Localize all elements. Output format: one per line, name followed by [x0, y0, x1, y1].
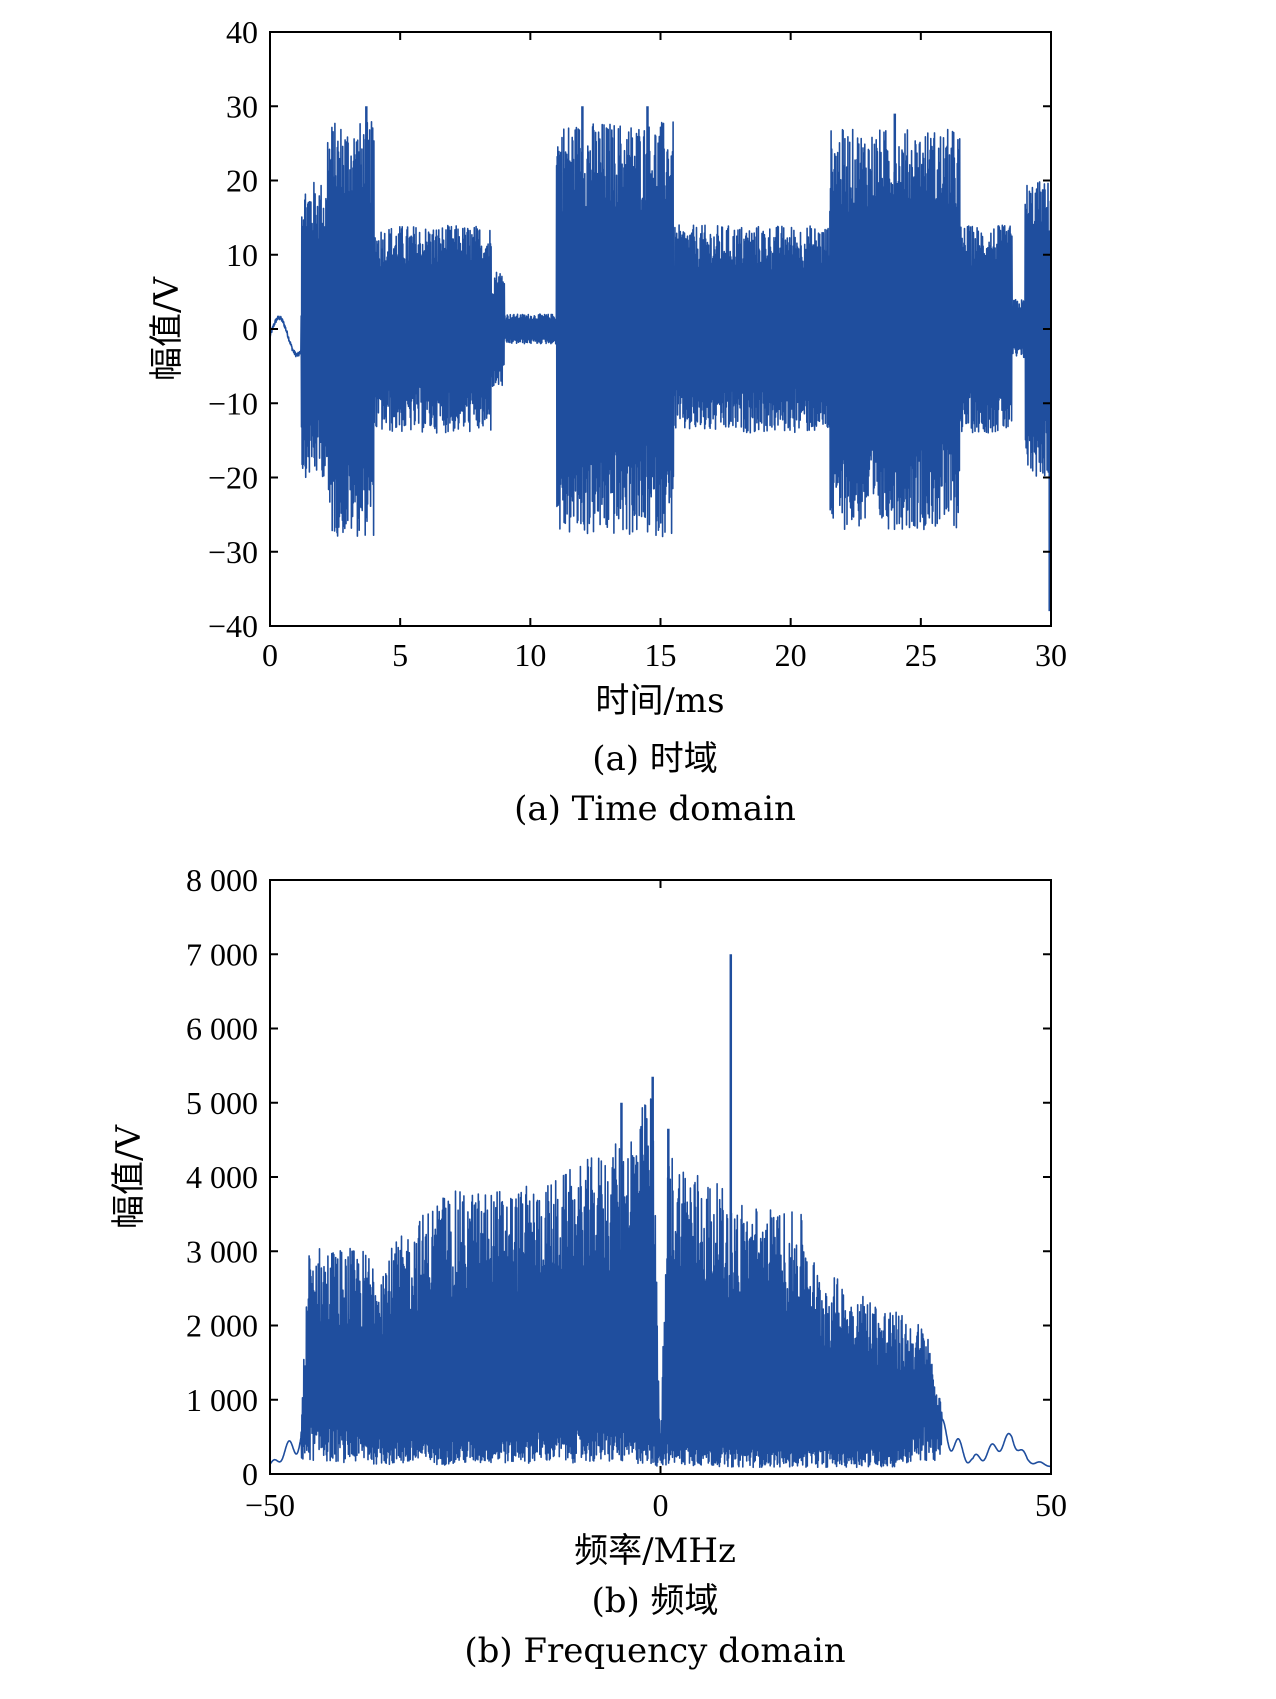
y-tick-label: 10: [226, 237, 258, 273]
y-tick-label: 8 000: [186, 862, 258, 898]
x-tick-label: 30: [1035, 637, 1067, 673]
time-domain-caption-cn: (a) 时域: [592, 739, 718, 779]
y-tick-label: −30: [208, 534, 258, 570]
x-tick-label: 25: [905, 637, 937, 673]
y-tick-label: 3 000: [186, 1233, 258, 1269]
frequency-domain-signal: [269, 954, 1052, 1469]
y-tick-label: 1 000: [186, 1382, 258, 1418]
time-domain-signal: [269, 106, 1052, 612]
frequency-domain-xlabel: 频率/MHz: [574, 1531, 736, 1571]
signal-line: [269, 1098, 1052, 1469]
y-tick-label: 0: [242, 1456, 258, 1492]
x-tick-label: −50: [245, 1487, 295, 1523]
x-tick-label: 5: [392, 637, 408, 673]
x-tick-label: 0: [262, 637, 278, 673]
y-tick-label: 30: [226, 88, 258, 124]
y-tick-label: −20: [208, 460, 258, 496]
time-domain-xlabel: 时间/ms: [595, 681, 724, 721]
y-tick-label: 20: [226, 163, 258, 199]
frequency-domain-caption-en: (b) Frequency domain: [464, 1631, 845, 1671]
x-tick-label: 50: [1035, 1487, 1067, 1523]
time-domain-ylabel: 幅值/V: [147, 276, 187, 381]
y-tick-label: 2 000: [186, 1308, 258, 1344]
y-tick-label: 7 000: [186, 936, 258, 972]
y-tick-label: 40: [226, 14, 258, 50]
frequency-domain-ylabel: 幅值/V: [109, 1124, 149, 1229]
y-tick-label: 0: [242, 311, 258, 347]
x-tick-label: 0: [653, 1487, 669, 1523]
y-tick-label: −40: [208, 608, 258, 644]
x-tick-label: 15: [645, 637, 677, 673]
y-tick-label: 6 000: [186, 1011, 258, 1047]
y-tick-label: 5 000: [186, 1085, 258, 1121]
x-tick-label: 20: [775, 637, 807, 673]
signal-line: [269, 121, 1052, 538]
frequency-domain-ticks: 8 000 7 000 6 000 5 000 4 000 3 000 2 000 1 000…: [186, 862, 1067, 1523]
y-tick-label: 4 000: [186, 1159, 258, 1195]
time-domain-caption-en: (a) Time domain: [514, 789, 796, 829]
frequency-domain-caption-cn: (b) 频域: [591, 1581, 718, 1621]
x-tick-label: 10: [514, 637, 546, 673]
frequency-domain-chart: 8 000 7 000 6 000 5 000 4 000 3 000 2 000 1 000…: [109, 862, 1067, 1671]
y-tick-label: −10: [208, 385, 258, 421]
